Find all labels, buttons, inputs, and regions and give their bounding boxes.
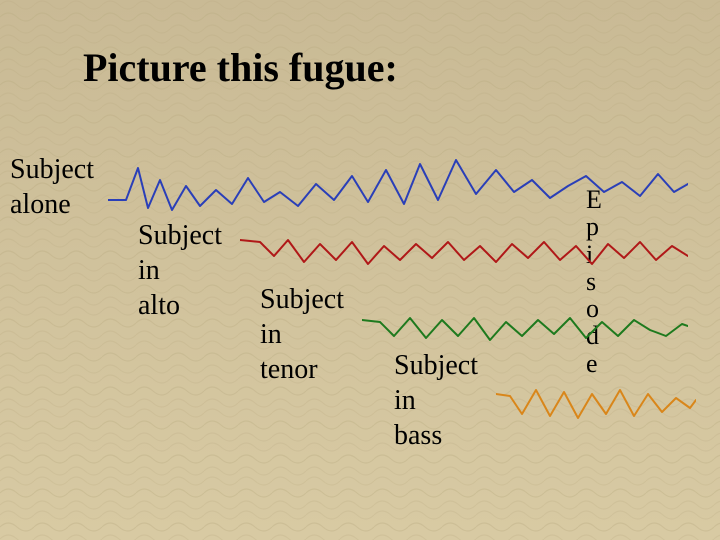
label-subject-tenor: Subjectintenor <box>260 282 344 387</box>
label-subject-soprano: Subjectalone <box>10 152 94 222</box>
wave-alto <box>240 220 688 280</box>
slide: Picture this fugue: Subjectalone Subject… <box>0 0 720 540</box>
label-subject-alto: Subjectinalto <box>138 218 222 323</box>
wave-tenor <box>362 296 688 356</box>
slide-title: Picture this fugue: <box>83 44 398 91</box>
label-subject-bass: Subjectinbass <box>394 348 478 453</box>
wave-soprano <box>108 150 688 222</box>
wave-bass <box>496 370 696 436</box>
